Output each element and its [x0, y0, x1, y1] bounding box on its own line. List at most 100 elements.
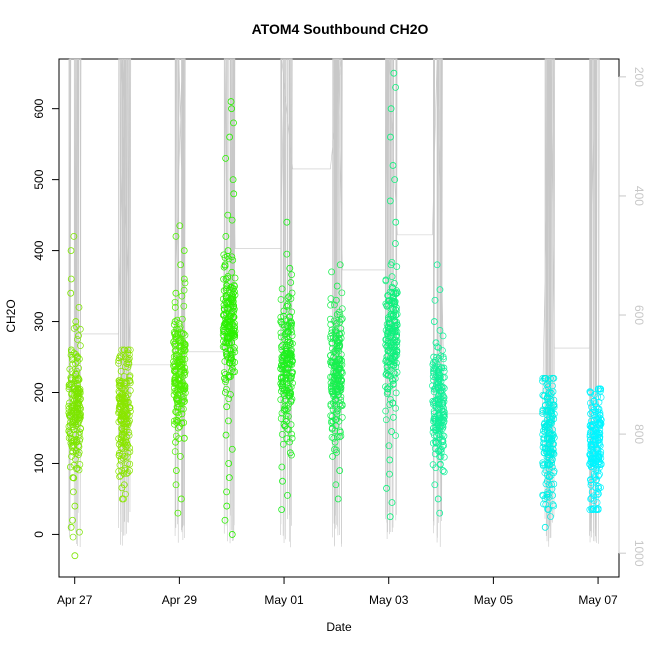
data-point [72, 447, 80, 454]
data-point [180, 383, 188, 391]
data-point [172, 368, 180, 376]
data-point [440, 355, 447, 363]
data-point [328, 329, 335, 337]
data-point [540, 435, 547, 443]
data-point [118, 416, 126, 424]
data-point [225, 474, 233, 482]
data-point [73, 436, 80, 443]
data-point [544, 380, 552, 388]
data-point [382, 357, 390, 365]
data-point [220, 311, 228, 318]
data-point [221, 319, 229, 327]
data-point [178, 315, 186, 323]
data-point [77, 424, 84, 432]
data-point [387, 105, 395, 113]
data-point [222, 298, 229, 306]
data-point [181, 343, 189, 351]
data-point [430, 359, 437, 366]
data-point [386, 383, 393, 391]
data-point [327, 301, 334, 309]
data-point [430, 388, 438, 396]
data-point [383, 385, 391, 393]
data-point [278, 431, 286, 438]
data-point [281, 362, 288, 369]
data-point [333, 372, 341, 380]
data-point [332, 361, 340, 369]
data-point [73, 367, 81, 375]
data-point [171, 448, 179, 455]
data-point [121, 438, 129, 446]
data-point [386, 358, 394, 365]
data-point [288, 308, 296, 316]
data-point [440, 453, 448, 461]
data-point [337, 376, 345, 383]
y-tick-label: 0 [32, 531, 46, 538]
data-point [436, 509, 444, 517]
data-point [115, 359, 122, 367]
data-point [277, 318, 285, 325]
data-point [543, 491, 551, 499]
data-point [224, 306, 231, 314]
data-point [327, 379, 335, 387]
data-point [223, 334, 231, 342]
data-point [118, 445, 126, 452]
data-point [393, 306, 400, 314]
data-point [68, 390, 76, 398]
data-point [174, 418, 182, 426]
data-point [228, 216, 236, 224]
data-point [229, 176, 237, 184]
data-point [221, 516, 229, 524]
data-point [227, 350, 235, 358]
data-point [279, 477, 286, 485]
data-point [597, 387, 604, 395]
data-point [65, 409, 73, 417]
data-point [433, 343, 441, 351]
data-point [227, 367, 235, 375]
data-point [279, 440, 287, 448]
series-4 [277, 218, 296, 513]
data-point [75, 397, 83, 405]
data-point [393, 328, 401, 336]
data-point [548, 485, 556, 493]
data-point [175, 375, 183, 382]
data-point [69, 533, 77, 541]
data-point [544, 434, 551, 442]
data-point [172, 481, 180, 489]
data-point [539, 410, 546, 417]
data-point [126, 460, 134, 468]
data-point [587, 454, 595, 462]
data-point [388, 273, 396, 281]
data-point [436, 453, 443, 460]
data-point [392, 389, 400, 397]
data-point [65, 427, 73, 435]
data-point [67, 351, 75, 359]
data-point [231, 274, 239, 282]
data-point [329, 383, 337, 390]
series-9 [586, 385, 605, 513]
data-point [223, 488, 230, 496]
data-point [590, 398, 598, 405]
data-point [229, 368, 237, 376]
data-point [72, 412, 80, 420]
data-point [73, 387, 80, 395]
data-point [540, 392, 548, 400]
data-point [68, 356, 76, 363]
x-tick-label: May 03 [369, 593, 409, 607]
data-point [67, 247, 75, 254]
data-point [228, 531, 236, 538]
data-point [386, 456, 394, 464]
data-point [227, 98, 235, 105]
data-point [180, 286, 188, 294]
data-point [337, 432, 345, 440]
data-point [338, 315, 346, 323]
data-point [124, 449, 132, 457]
data-point [286, 438, 294, 446]
data-point [332, 481, 340, 489]
series-5 [327, 261, 346, 503]
data-point [549, 412, 556, 420]
data-point [181, 279, 189, 287]
data-point [587, 399, 594, 407]
data-point [391, 370, 399, 378]
data-point [437, 395, 445, 403]
data-point [587, 476, 595, 484]
